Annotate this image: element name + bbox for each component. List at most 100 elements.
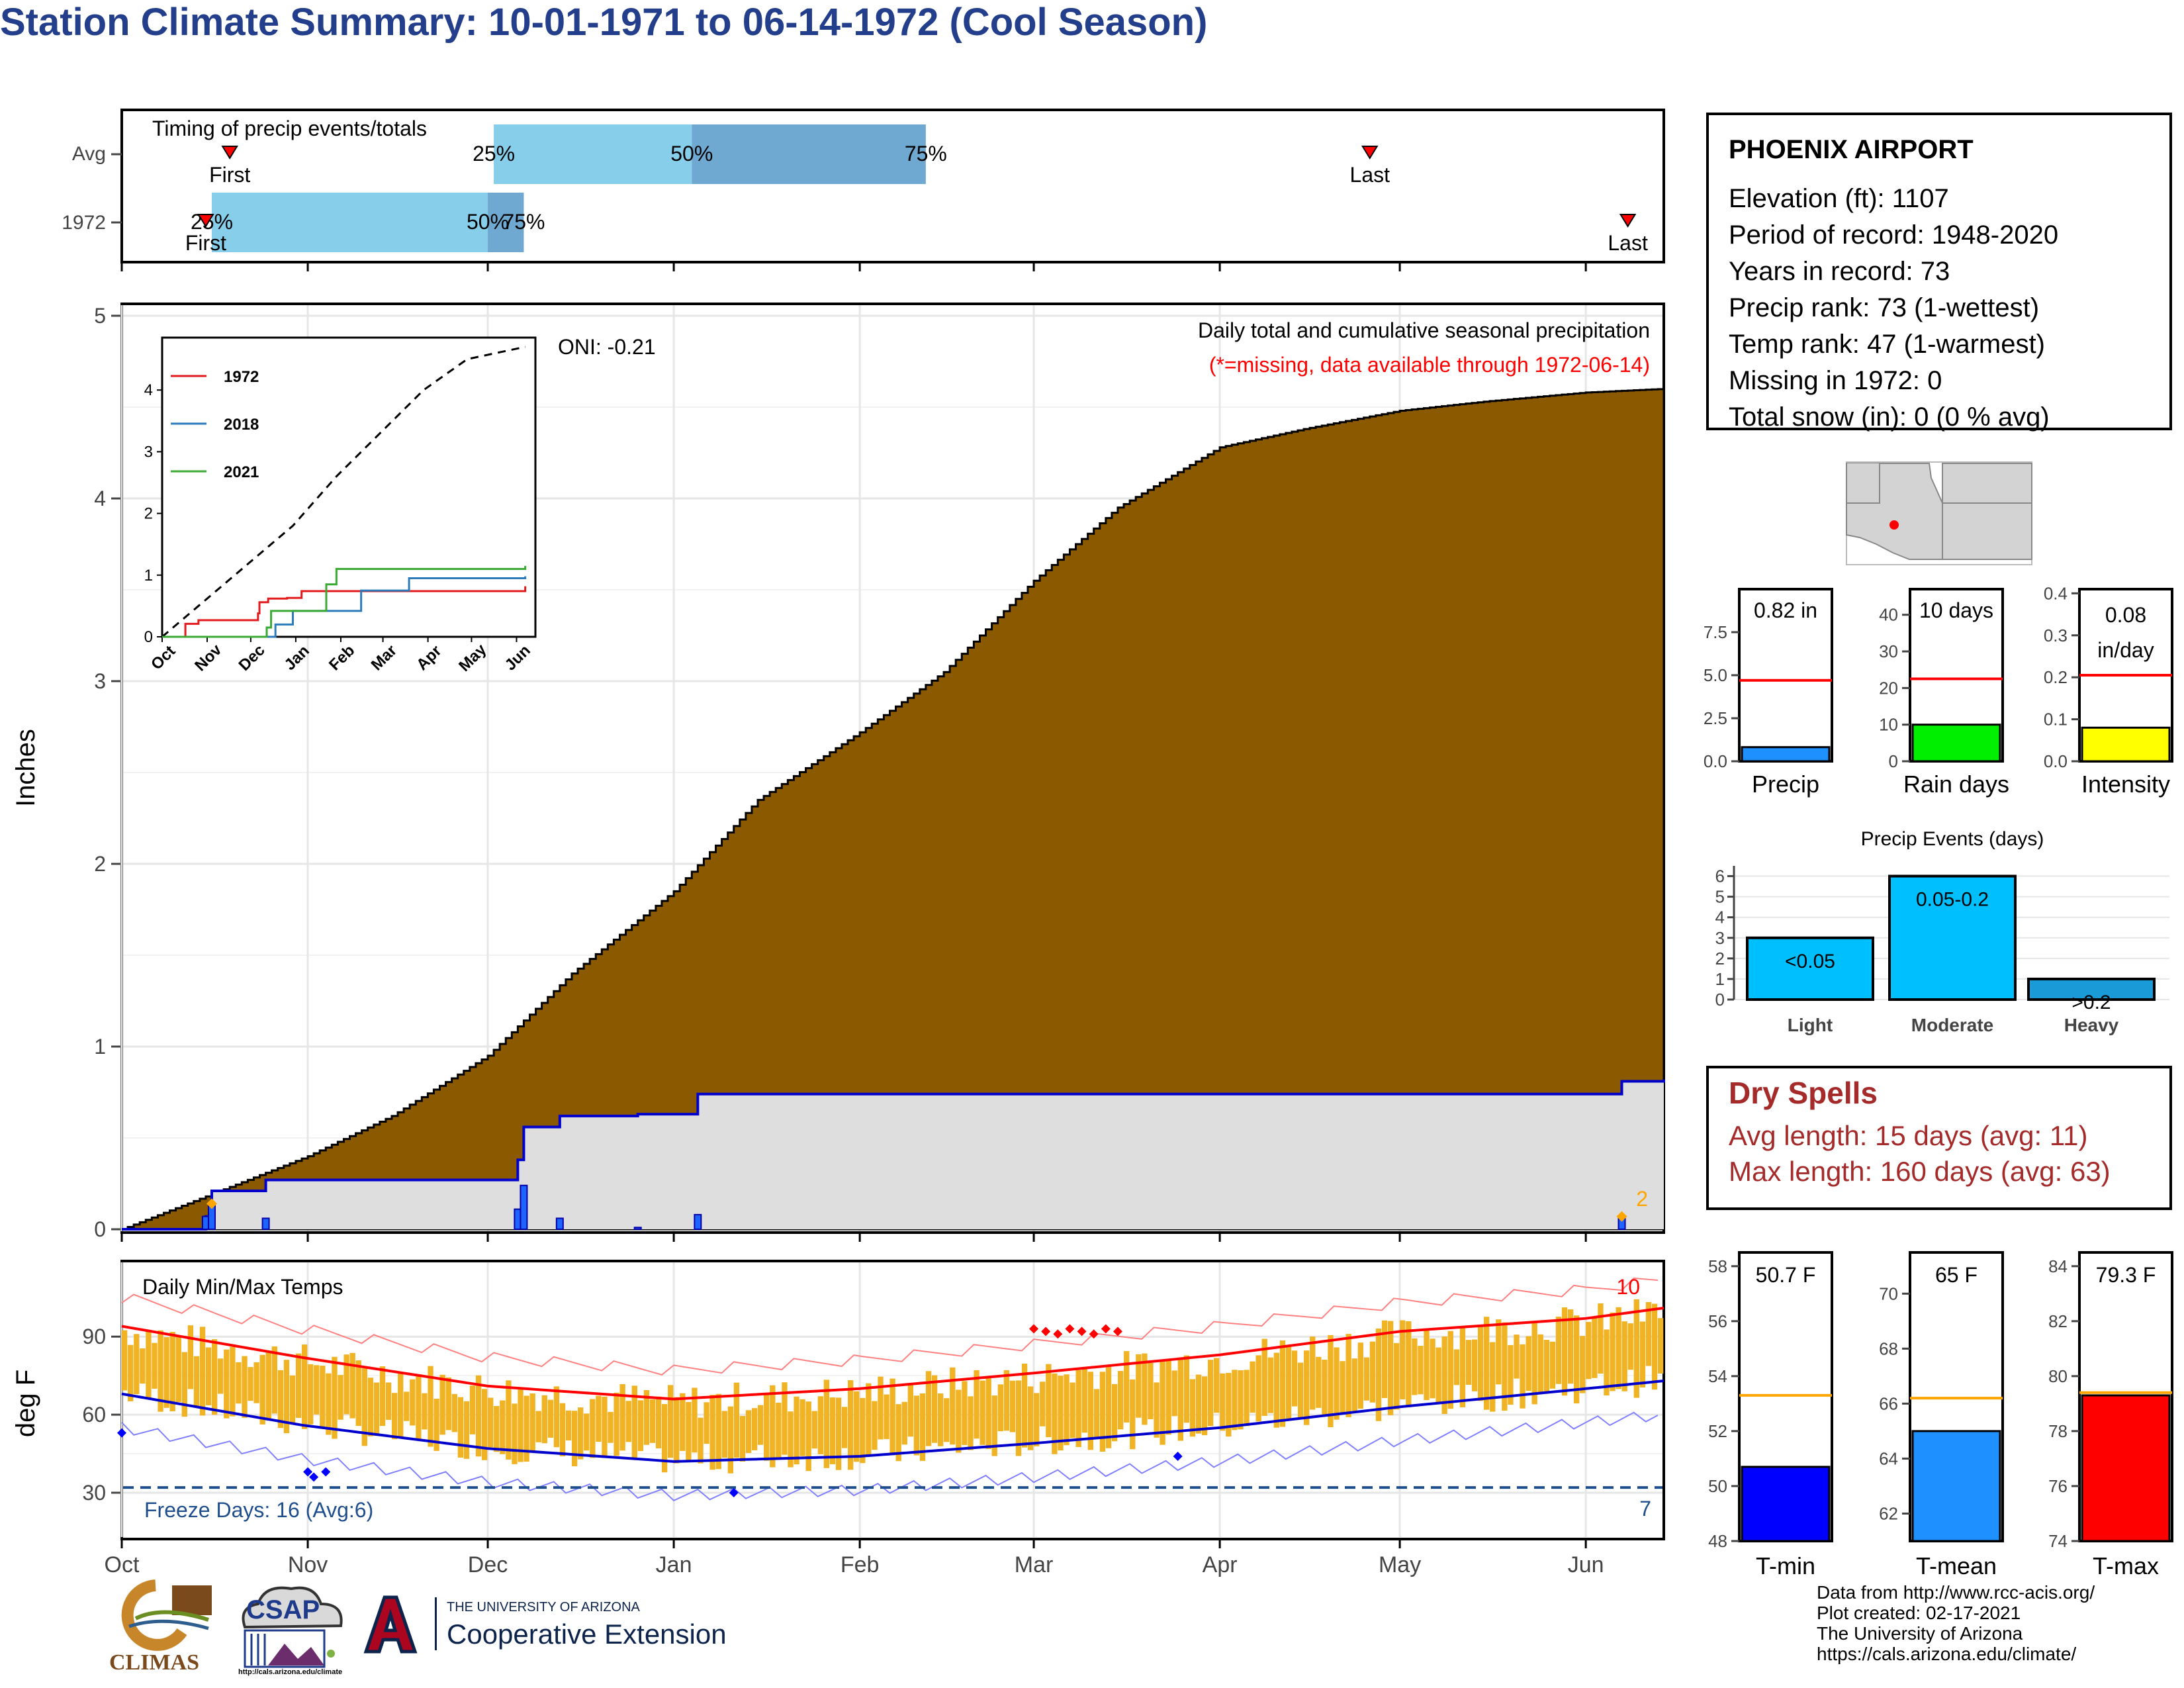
event-category-label: Moderate bbox=[1911, 1015, 1993, 1035]
inset-legend-label: 1972 bbox=[224, 368, 259, 386]
daily-temp-bar bbox=[1244, 1370, 1250, 1427]
timing-p50-label: 50% bbox=[467, 210, 509, 234]
temps-ylabel: deg F bbox=[11, 1370, 40, 1437]
daily-temp-bar bbox=[1124, 1351, 1130, 1423]
daily-temp-bar bbox=[889, 1378, 895, 1456]
record-high-marker bbox=[1065, 1324, 1075, 1334]
daily-temp-bar bbox=[1412, 1338, 1418, 1395]
inset-series-line bbox=[162, 586, 527, 638]
station-marker bbox=[1889, 520, 1899, 530]
daily-temp-bar bbox=[1543, 1340, 1550, 1391]
temp-bar-ytick-label: 78 bbox=[2048, 1421, 2068, 1441]
mini-bar-label: Rain days bbox=[1903, 771, 2009, 798]
temps-xtick-label: Apr bbox=[1203, 1552, 1238, 1577]
daily-temp-bar bbox=[578, 1407, 584, 1460]
daily-temp-bar bbox=[1561, 1307, 1568, 1396]
daily-temp-bar bbox=[1633, 1299, 1640, 1398]
precip-title: Daily total and cumulative seasonal prec… bbox=[1198, 318, 1650, 342]
daily-temp-bar bbox=[1406, 1321, 1412, 1408]
record-high-marker bbox=[1029, 1324, 1039, 1334]
daily-temp-bar bbox=[1177, 1359, 1183, 1441]
temp-bar-label: T-mean bbox=[1916, 1552, 1997, 1579]
temps-xtick-label: Nov bbox=[288, 1552, 328, 1577]
inset-panel bbox=[161, 336, 537, 638]
daily-temp-bar bbox=[1328, 1335, 1334, 1427]
daily-temp-bar bbox=[301, 1344, 308, 1429]
daily-temp-bar bbox=[398, 1372, 404, 1438]
daily-precip-bar bbox=[261, 1217, 270, 1230]
daily-temp-bar bbox=[410, 1379, 416, 1426]
temps-xtick-label: Oct bbox=[105, 1552, 140, 1577]
mini-bar-value-unit: in/day bbox=[2097, 638, 2154, 662]
daily-temp-bar bbox=[218, 1358, 224, 1394]
daily-precip-bar bbox=[520, 1184, 528, 1231]
daily-temp-bar bbox=[698, 1417, 704, 1464]
daily-temp-bar bbox=[841, 1407, 848, 1448]
daily-temp-bar bbox=[308, 1364, 314, 1425]
daily-temp-bar bbox=[727, 1406, 734, 1474]
record-low-marker bbox=[321, 1467, 331, 1477]
station-info-box: PHOENIX AIRPORT Elevation (ft): 1107 Per… bbox=[1706, 113, 2172, 432]
daily-temp-bar bbox=[1201, 1376, 1208, 1436]
csap-logo: CSAP http://cals.arizona.edu/climate bbox=[232, 1581, 351, 1680]
temp-bar-value bbox=[1741, 1466, 1831, 1542]
daily-temp-bar bbox=[529, 1393, 535, 1453]
daily-temp-bar bbox=[1232, 1370, 1238, 1430]
daily-temp-bar bbox=[715, 1393, 721, 1470]
daily-temp-bar bbox=[937, 1393, 944, 1446]
mini-bar-ytick-label: 40 bbox=[1879, 605, 1898, 625]
daily-temp-bar bbox=[1052, 1373, 1058, 1454]
daily-temp-bar bbox=[1034, 1393, 1040, 1446]
daily-temp-bar bbox=[1604, 1329, 1610, 1396]
extreme-marker bbox=[206, 1198, 217, 1209]
daily-temp-bar bbox=[1651, 1303, 1658, 1390]
daily-temp-bar bbox=[571, 1411, 578, 1467]
daily-temp-bar bbox=[745, 1410, 752, 1454]
daily-temp-bar bbox=[433, 1398, 439, 1451]
daily-temp-bar bbox=[1027, 1386, 1034, 1450]
precip-subtitle: (*=missing, data available through 1972-… bbox=[1209, 353, 1650, 377]
daily-temp-bar bbox=[1447, 1331, 1453, 1409]
daily-temp-bar bbox=[770, 1385, 776, 1468]
daily-temp-bar bbox=[230, 1346, 236, 1417]
daily-temp-bar bbox=[1285, 1345, 1292, 1421]
daily-temp-bar bbox=[872, 1401, 878, 1450]
daily-temp-bar bbox=[559, 1403, 566, 1457]
mini-bar-ytick-label: 2.5 bbox=[1704, 708, 1727, 728]
daily-temp-bar bbox=[253, 1362, 259, 1403]
timing-p75-label: 75% bbox=[502, 210, 545, 234]
daily-temp-bar bbox=[721, 1411, 727, 1458]
daily-temp-bar bbox=[416, 1375, 422, 1439]
daily-temp-bar bbox=[289, 1375, 296, 1425]
daily-temp-bar bbox=[1496, 1319, 1502, 1385]
daily-temp-bar bbox=[854, 1391, 860, 1462]
daily-temp-bar bbox=[271, 1346, 277, 1414]
daily-temp-bar bbox=[619, 1383, 625, 1451]
daily-temp-bar bbox=[1040, 1382, 1046, 1427]
daily-temp-bar bbox=[506, 1380, 512, 1460]
mini-bar-ytick-label: 7.5 bbox=[1704, 622, 1727, 642]
daily-precip-bar bbox=[633, 1227, 642, 1230]
record-high-marker bbox=[1089, 1329, 1099, 1339]
mini-bar-value bbox=[1911, 724, 2001, 763]
daily-temp-bar bbox=[193, 1356, 200, 1407]
freeze-label: Freeze Days: 16 (Avg:6) bbox=[144, 1498, 373, 1522]
daily-temp-bar bbox=[950, 1367, 956, 1445]
temp-bar-ytick-label: 80 bbox=[2048, 1366, 2068, 1386]
credit-line: Data from http://www.rcc-acis.org/ bbox=[1817, 1582, 2095, 1603]
temp-bar-ytick-label: 82 bbox=[2048, 1311, 2068, 1331]
temps-xtick-label: May bbox=[1379, 1552, 1421, 1577]
daily-temp-bar bbox=[1267, 1357, 1273, 1413]
daily-temp-bar bbox=[187, 1325, 194, 1389]
timing-p25-label: 25% bbox=[191, 210, 233, 234]
temps-xtick-label: Dec bbox=[468, 1552, 508, 1577]
mini-bar-ytick-label: 0 bbox=[1889, 751, 1898, 771]
precip-ytick-label: 2 bbox=[94, 852, 106, 876]
daily-temp-bar bbox=[1183, 1355, 1190, 1423]
daily-temp-bar bbox=[361, 1368, 367, 1446]
events-ytick-label: 0 bbox=[1715, 990, 1725, 1009]
daily-temp-bar bbox=[919, 1393, 926, 1461]
daily-temp-bar bbox=[379, 1366, 386, 1427]
daily-temp-bar bbox=[860, 1397, 866, 1464]
climas-logo: CLIMAS bbox=[109, 1579, 215, 1678]
